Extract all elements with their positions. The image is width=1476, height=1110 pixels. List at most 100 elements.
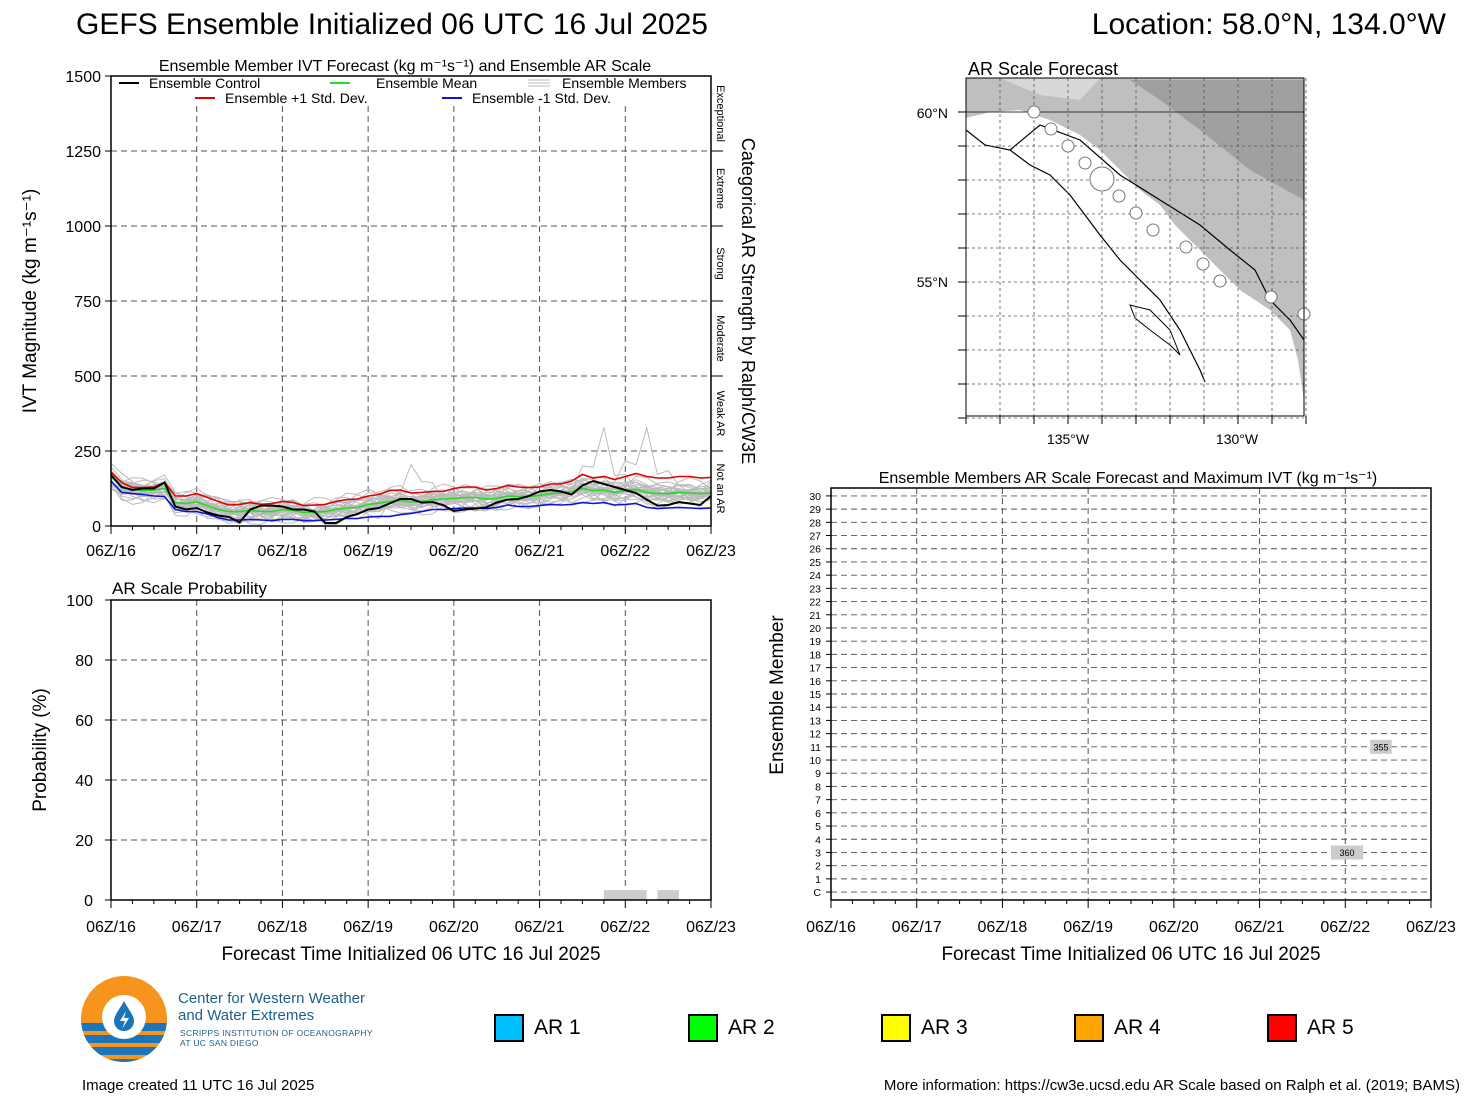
ivt-member-line (110, 478, 712, 524)
members-y-tick-label: 24 (809, 570, 821, 582)
ivt-member-line (110, 462, 712, 525)
map-ocean (966, 78, 1304, 416)
members-y-tick-label: 1 (815, 874, 821, 886)
legend-plus1-label: Ensemble +1 Std. Dev. (225, 90, 368, 106)
map-track-point (1179, 240, 1193, 254)
map-track-point (1213, 274, 1227, 288)
members-y-tick-label: 19 (809, 636, 821, 648)
ivt-member-line (110, 479, 712, 518)
members-y-tick-label: 30 (809, 491, 821, 503)
prob-x-tick-label: 06Z/19 (343, 919, 393, 936)
ivt-member-line (110, 481, 712, 518)
members-y-tick-label: 15 (809, 689, 821, 701)
members-y-tick-label: 20 (809, 623, 821, 635)
legend-ar5: AR 5 (1267, 1012, 1354, 1044)
org-subtitle: SCRIPPS INSTITUTION OF OCEANOGRAPHY AT U… (180, 1028, 373, 1048)
map-frame (965, 77, 1305, 417)
ivt-x-tick-label: 06Z/21 (515, 543, 565, 560)
ivt-member-line (110, 476, 712, 518)
ivt-y-tick-label: 0 (92, 519, 101, 536)
members-panel-title: Ensemble Members AR Scale Forecast and M… (879, 470, 1378, 487)
members-y-tick-label: 17 (809, 663, 821, 675)
ivt-member-line (110, 473, 712, 516)
ivt-legend-bg (111, 76, 711, 106)
prob-bar (603, 890, 647, 900)
ivt-line-plus1 (110, 471, 712, 507)
ar-map-panel: AR Scale Forecast 60°N 55°N 135°W 130°W (917, 59, 1311, 447)
ivt-member-line (110, 477, 712, 523)
map-land (966, 78, 1304, 400)
legend-ar1: AR 1 (494, 1012, 581, 1044)
members-y-tick-label: 25 (809, 557, 821, 569)
ivt-member-line (110, 478, 712, 522)
legend-ar4: AR 4 (1074, 1012, 1161, 1044)
legend-ar1-swatch (494, 1014, 524, 1042)
ivt-y-tick-label: 250 (74, 444, 101, 461)
members-y-tick-label: 16 (809, 676, 821, 688)
ivt-category-label: Weak AR (714, 391, 726, 437)
map-lat-label-55: 55°N (917, 274, 948, 290)
ivt-category-label: Exceptional (714, 85, 726, 142)
members-x-tick-label: 06Z/22 (1320, 919, 1370, 936)
probability-panel: 0 20 40 60 80 100 06Z/16 06Z/17 06Z/18 06Z/19 06Z/… (30, 579, 736, 965)
ivt-member-line (110, 471, 712, 520)
members-y-axis-label: Ensemble Member (767, 615, 788, 775)
members-ar-cell (1331, 845, 1364, 860)
ivt-member-line (110, 480, 712, 523)
members-y-tick-label: 10 (809, 755, 821, 767)
org-subtitle-line1: SCRIPPS INSTITUTION OF OCEANOGRAPHY (180, 1028, 373, 1038)
prob-y-tick-label: 40 (75, 773, 93, 790)
legend-minus1-label: Ensemble -1 Std. Dev. (472, 90, 611, 106)
map-coastline (965, 129, 1206, 383)
members-y-tick-label: 21 (809, 610, 821, 622)
prob-y-tick-label: 100 (66, 593, 93, 610)
map-lon-label-130: 130°W (1216, 431, 1259, 447)
org-name: Center for Western Weather and Water Ext… (178, 990, 365, 1024)
ivt-member-line (110, 476, 712, 525)
ivt-member-line (110, 473, 712, 516)
ivt-member-line (110, 478, 712, 522)
ivt-category-label: Extreme (714, 168, 726, 209)
legend-ar3-label: AR 3 (921, 1016, 968, 1039)
legend-members-label: Ensemble Members (562, 75, 687, 91)
members-y-tick-label: 3 (815, 847, 821, 859)
members-y-tick-label: 29 (809, 504, 821, 516)
ivt-category-label: Not an AR (714, 463, 726, 513)
prob-bar (657, 890, 679, 900)
map-track-point (1146, 223, 1160, 237)
legend-ar2-label: AR 2 (728, 1016, 775, 1039)
ivt-member-line (110, 475, 712, 525)
prob-frame (110, 599, 712, 901)
members-ar-cell-ivt: 355 (1373, 742, 1388, 752)
members-y-tick-label: 2 (815, 861, 821, 873)
map-icefield (1000, 78, 1100, 100)
ivt-category-label: Moderate (714, 315, 726, 361)
members-x-tick-label: 06Z/18 (978, 919, 1028, 936)
members-y-tick-label: 23 (809, 583, 821, 595)
legend-ar4-label: AR 4 (1114, 1016, 1161, 1039)
ivt-frame (110, 75, 712, 527)
map-track-point (1089, 166, 1115, 192)
ivt-member-line (110, 476, 712, 515)
members-y-tick-label: 27 (809, 531, 821, 543)
legend-ar5-label: AR 5 (1307, 1016, 1354, 1039)
members-y-tick-label: 8 (815, 781, 821, 793)
ivt-line-mean (110, 475, 712, 514)
map-track-point (1196, 257, 1210, 271)
members-x-tick-label: 06Z/21 (1235, 919, 1285, 936)
ivt-line-minus1 (110, 480, 712, 522)
ivt-member-line (110, 425, 712, 520)
prob-x-tick-label: 06Z/21 (515, 919, 565, 936)
ivt-member-line (110, 476, 712, 520)
legend-ar1-label: AR 1 (534, 1016, 581, 1039)
prob-x-tick-label: 06Z/20 (429, 919, 479, 936)
ivt-member-line (110, 471, 712, 522)
map-mountains (1130, 80, 1304, 200)
members-x-tick-label: 06Z/16 (806, 919, 856, 936)
map-border (1009, 124, 1305, 341)
members-x-axis-label: Forecast Time Initialized 06 UTC 16 Jul … (941, 944, 1320, 965)
map-track-point (1129, 206, 1143, 220)
members-x-tick-label: 06Z/19 (1063, 919, 1113, 936)
map-track-point (1061, 139, 1075, 153)
